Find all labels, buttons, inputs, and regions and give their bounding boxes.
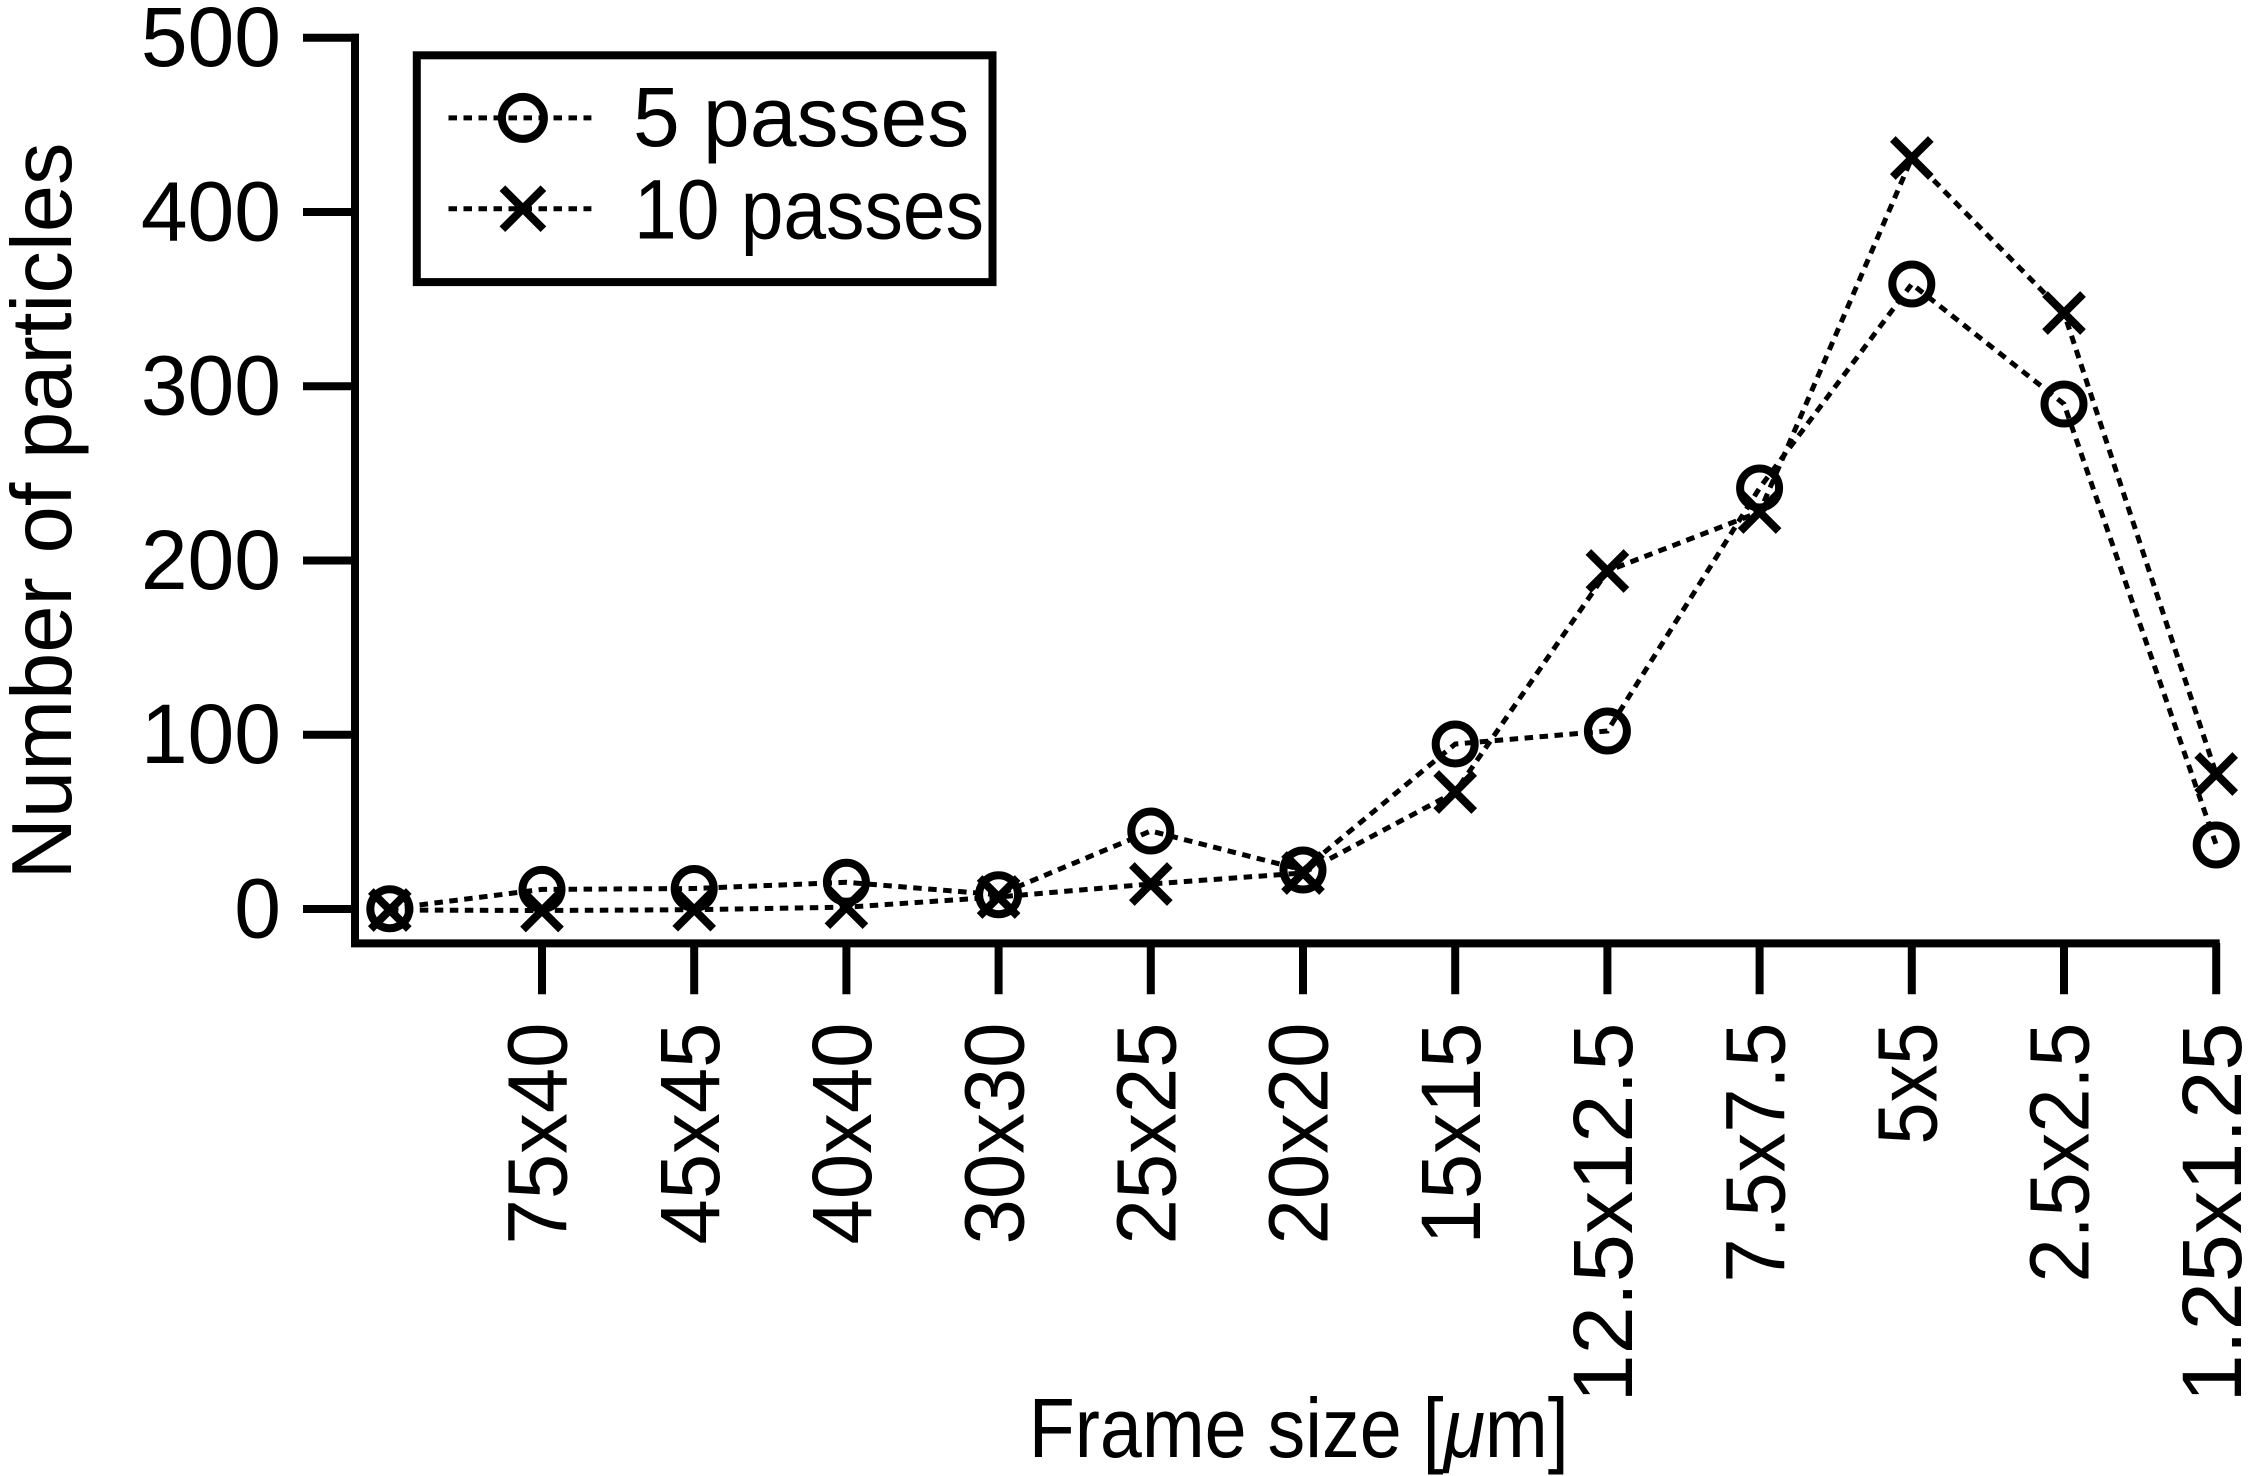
svg-text:20x20: 20x20 [1252,1023,1346,1245]
svg-text:5x5: 5x5 [1861,1023,1955,1145]
svg-text:Number of particles: Number of particles [0,143,90,880]
svg-text:100: 100 [141,687,281,781]
svg-text:Frame size [μm]: Frame size [μm] [1029,1381,1569,1475]
svg-text:7.5x7.5: 7.5x7.5 [1708,1023,1802,1283]
svg-text:500: 500 [141,0,281,84]
svg-text:45x45: 45x45 [643,1023,737,1245]
svg-text:200: 200 [141,513,281,607]
svg-text:10 passes: 10 passes [634,163,984,257]
svg-text:12.5x12.5: 12.5x12.5 [1556,1023,1650,1403]
svg-text:2.5x2.5: 2.5x2.5 [2013,1023,2107,1283]
svg-text:300: 300 [141,339,281,433]
svg-text:5 passes: 5 passes [633,70,969,164]
svg-text:40x40: 40x40 [795,1023,889,1245]
svg-text:400: 400 [141,165,281,259]
svg-text:15x15: 15x15 [1404,1023,1498,1245]
svg-text:75x40: 75x40 [491,1023,585,1245]
svg-text:0: 0 [234,862,281,956]
svg-text:25x25: 25x25 [1100,1023,1194,1245]
svg-text:30x30: 30x30 [947,1023,1041,1245]
svg-text:1.25x1.25: 1.25x1.25 [2165,1023,2250,1403]
